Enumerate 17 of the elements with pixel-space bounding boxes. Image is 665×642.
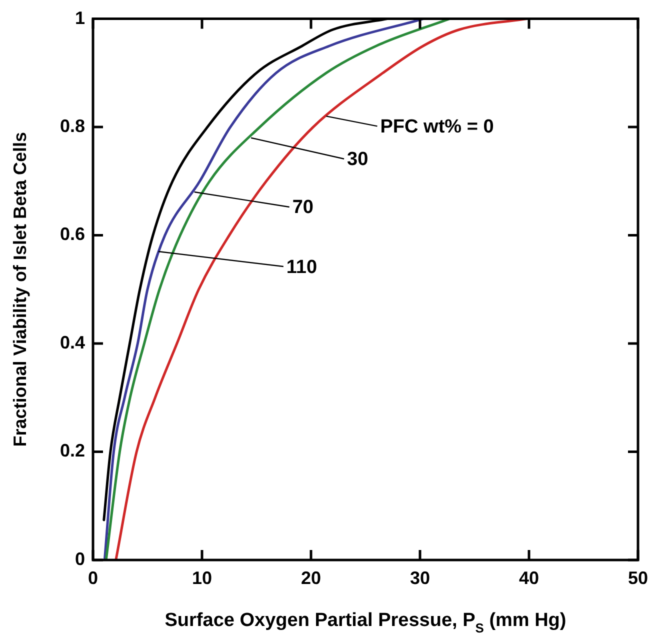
- x-tick-label: 10: [192, 568, 212, 588]
- y-tick-label: 0.2: [60, 440, 85, 461]
- y-tick-label: 0.4: [60, 332, 85, 352]
- x-tick-label: 40: [518, 568, 540, 588]
- y-tick-label: 1: [74, 8, 85, 28]
- x-tick-label: 50: [628, 568, 648, 588]
- annotation: 30: [347, 149, 368, 170]
- y-tick-label: 0.8: [60, 116, 85, 136]
- annotation: PFC wt% = 0: [380, 116, 494, 138]
- y-axis-title: Fractional Viability of Islet Beta Cells: [10, 132, 30, 447]
- x-tick-label: 30: [410, 568, 430, 588]
- y-tick-label: 0.6: [60, 224, 85, 244]
- annotation: 70: [292, 197, 314, 218]
- x-tick-label: 20: [300, 568, 322, 588]
- x-tick-label: 0: [88, 568, 98, 588]
- y-tick-label: 0: [74, 548, 85, 569]
- annotation: 110: [286, 256, 318, 278]
